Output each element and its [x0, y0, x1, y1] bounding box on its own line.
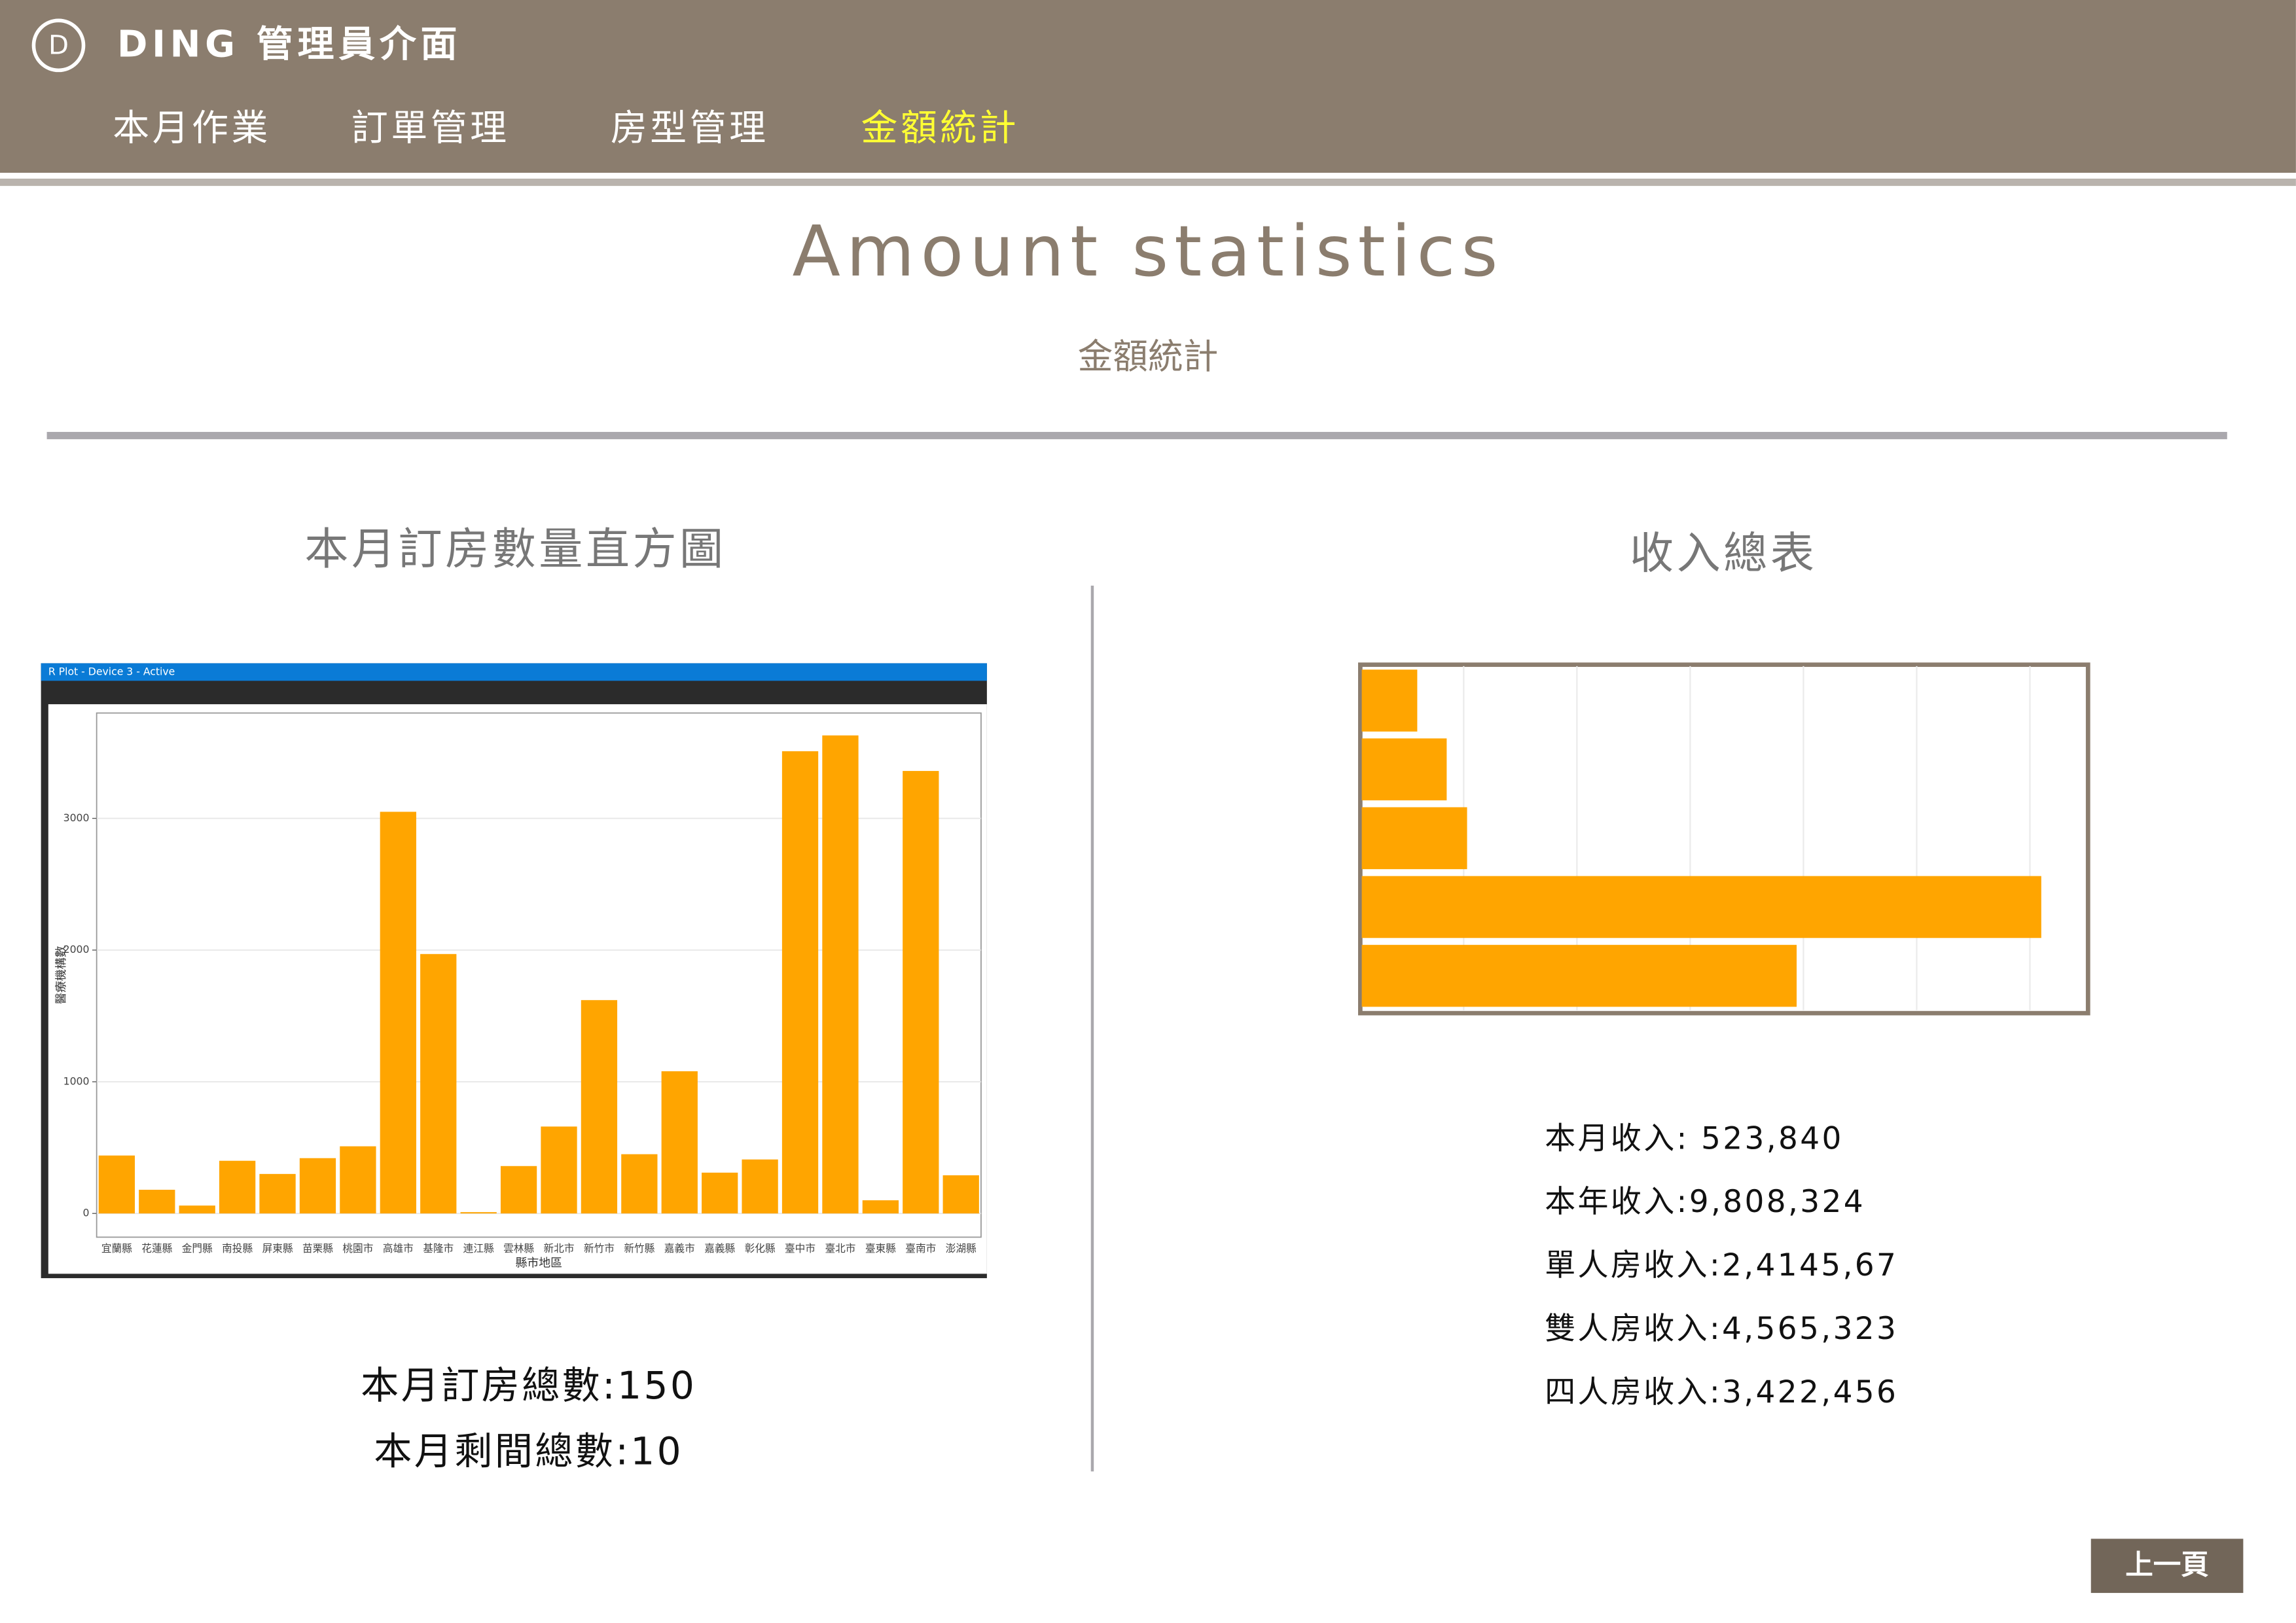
x-tick-label: 新竹市 [584, 1242, 615, 1255]
bar [903, 771, 939, 1214]
y-tick-label: 2000 [63, 943, 90, 955]
x-tick-label: 臺南市 [905, 1242, 936, 1255]
bar [1361, 669, 1418, 732]
bar [661, 1071, 698, 1214]
bar [460, 1212, 497, 1214]
window-title: R Plot - Device 3 - Active [48, 665, 175, 677]
x-tick-label: 基隆市 [423, 1242, 454, 1255]
x-tick-label: 金門縣 [182, 1242, 213, 1255]
bar [781, 751, 819, 1214]
bar [380, 812, 416, 1214]
left-heading: 本月訂房數量直方圖 [304, 524, 726, 575]
bar [340, 1146, 376, 1214]
left-stat: 本月訂房總數:150 [361, 1363, 696, 1408]
x-tick-label: 嘉義市 [664, 1242, 695, 1255]
y-axis-label: 醫療機構數 [54, 946, 68, 1004]
x-tick-label: 南投縣 [222, 1242, 253, 1255]
x-tick-label: 臺北市 [825, 1242, 855, 1255]
bar [139, 1189, 175, 1214]
x-tick-label: 臺東縣 [865, 1242, 896, 1255]
y-tick-label: 3000 [63, 812, 90, 824]
right-heading: 收入總表 [1630, 528, 1817, 579]
bar [1361, 876, 2041, 938]
x-tick-label: 苗栗縣 [302, 1242, 333, 1255]
nav-item[interactable]: 訂單管理 [351, 107, 510, 149]
x-tick-label: 新竹縣 [624, 1242, 655, 1255]
bar [420, 954, 457, 1214]
x-tick-label: 高雄市 [383, 1242, 414, 1255]
x-tick-label: 新北市 [544, 1242, 575, 1255]
nav-item[interactable]: 房型管理 [611, 107, 769, 149]
bar [1361, 738, 1447, 800]
divider [46, 431, 2227, 440]
bar [942, 1175, 979, 1214]
bar [742, 1159, 778, 1214]
window-titlebar [41, 663, 987, 681]
x-tick-label: 花蓮縣 [141, 1242, 172, 1255]
bar [702, 1172, 738, 1214]
column-divider [1090, 585, 1094, 1472]
bar [581, 1000, 618, 1214]
bar [259, 1173, 296, 1214]
y-tick-label: 1000 [63, 1075, 90, 1087]
left-stat: 本月剩間總數:10 [374, 1429, 683, 1474]
right-stat: 雙人房收入:4,565,323 [1545, 1311, 1898, 1347]
bar [179, 1205, 215, 1214]
header-bar [0, 0, 2296, 173]
bar [500, 1166, 537, 1214]
x-tick-label: 屏東縣 [262, 1242, 293, 1255]
logo-ring [31, 18, 86, 73]
bar [219, 1160, 256, 1214]
page-title: Amount statistics [793, 211, 1504, 293]
right-stat: 本月收入: 523,840 [1545, 1120, 1843, 1156]
bar [621, 1154, 658, 1214]
bar [1361, 807, 1467, 870]
page-subtitle: 金額統計 [1078, 336, 1219, 377]
x-tick-label: 臺中市 [785, 1242, 816, 1255]
x-tick-label: 雲林縣 [503, 1242, 534, 1255]
x-tick-label: 彰化縣 [745, 1242, 776, 1255]
x-tick-label: 澎湖縣 [946, 1242, 977, 1255]
right-stat: 單人房收入:2,4145,67 [1545, 1247, 1898, 1283]
header-line [0, 178, 2296, 187]
app-title: DING 管理員介面 [117, 24, 461, 66]
back-button-label[interactable]: 上一頁 [2125, 1549, 2209, 1581]
bar [299, 1158, 336, 1214]
nav-item[interactable]: 本月作業 [113, 107, 271, 149]
bar [1361, 944, 1797, 1007]
right-stat: 四人房收入:3,422,456 [1545, 1374, 1898, 1410]
nav-item[interactable]: 金額統計 [861, 107, 1019, 149]
x-tick-label: 連江縣 [463, 1242, 494, 1255]
back-button[interactable] [2090, 1539, 2244, 1594]
x-axis-label: 縣市地區 [516, 1257, 563, 1270]
bar [98, 1155, 135, 1214]
x-tick-label: 桃園市 [342, 1242, 373, 1255]
bar [862, 1200, 899, 1214]
x-tick-label: 嘉義縣 [704, 1242, 735, 1255]
bar [822, 735, 859, 1214]
x-tick-label: 宜蘭縣 [101, 1242, 132, 1255]
y-tick-label: 0 [83, 1207, 90, 1219]
bar [541, 1126, 577, 1214]
right-stat: 本年收入:9,808,324 [1545, 1184, 1865, 1220]
logo: D [48, 31, 69, 61]
